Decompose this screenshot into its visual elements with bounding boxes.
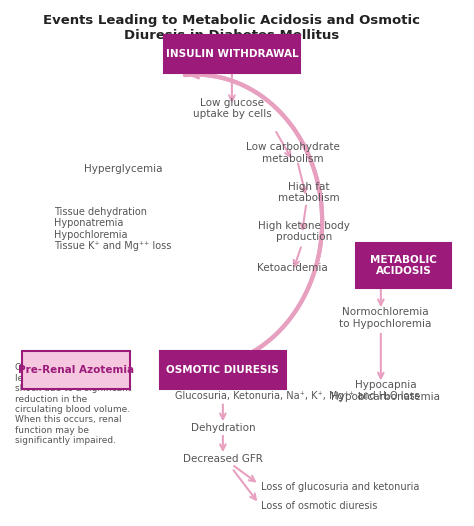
Text: Pre-Renal Azotemia: Pre-Renal Azotemia bbox=[18, 365, 134, 375]
FancyBboxPatch shape bbox=[164, 35, 300, 73]
Text: Hyperglycemia: Hyperglycemia bbox=[84, 164, 163, 174]
Text: Low carbohydrate
metabolism: Low carbohydrate metabolism bbox=[246, 143, 340, 164]
Text: Ketoacidemia: Ketoacidemia bbox=[257, 263, 328, 273]
FancyBboxPatch shape bbox=[356, 244, 451, 288]
FancyBboxPatch shape bbox=[22, 351, 130, 389]
Text: Loss of osmotic diuresis: Loss of osmotic diuresis bbox=[261, 501, 378, 511]
Text: Normochloremia
to Hypochloremia: Normochloremia to Hypochloremia bbox=[339, 307, 431, 329]
Text: Osmotic diuresis may
lead to hypovolemic
shock due to a significant
reduction in: Osmotic diuresis may lead to hypovolemic… bbox=[15, 363, 132, 445]
Text: High ketone body
production: High ketone body production bbox=[258, 221, 350, 242]
Text: Decreased GFR: Decreased GFR bbox=[183, 454, 263, 464]
Text: High fat
metabolism: High fat metabolism bbox=[278, 181, 339, 203]
Text: Loss of glucosuria and ketonuria: Loss of glucosuria and ketonuria bbox=[261, 482, 419, 492]
Text: Glucosuria, Ketonuria, Na⁺, K⁺, Mg⁺⁺ and H₂O loss: Glucosuria, Ketonuria, Na⁺, K⁺, Mg⁺⁺ and… bbox=[175, 391, 420, 401]
Text: METABOLIC
ACIDOSIS: METABOLIC ACIDOSIS bbox=[370, 255, 437, 277]
FancyBboxPatch shape bbox=[160, 351, 286, 389]
Text: Low glucose
uptake by cells: Low glucose uptake by cells bbox=[192, 98, 271, 119]
Text: Dehydration: Dehydration bbox=[191, 423, 255, 433]
Text: Tissue dehydration
Hyponatremia
Hypochloremia
Tissue K⁺ and Mg⁺⁺ loss: Tissue dehydration Hyponatremia Hypochlo… bbox=[54, 207, 171, 251]
Text: Hypocapnia
Hypobicarbonatemia: Hypocapnia Hypobicarbonatemia bbox=[331, 380, 440, 402]
Text: Events Leading to Metabolic Acidosis and Osmotic
Diuresis in Diabetes Mellitus: Events Leading to Metabolic Acidosis and… bbox=[44, 15, 420, 43]
Text: OSMOTIC DIURESIS: OSMOTIC DIURESIS bbox=[166, 365, 279, 375]
Text: INSULIN WITHDRAWAL: INSULIN WITHDRAWAL bbox=[165, 49, 298, 59]
